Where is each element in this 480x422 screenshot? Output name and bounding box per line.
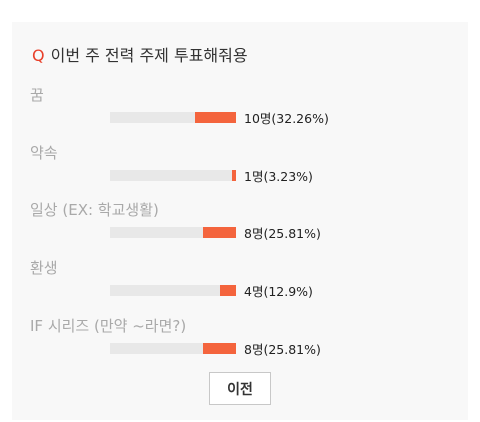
result-bar-fill — [219, 285, 236, 296]
result-bar-track — [110, 343, 236, 354]
result-bar-track — [110, 112, 236, 123]
result-bar-track — [110, 227, 236, 238]
option-label: IF 시리즈 (만약 ~라면?) — [30, 317, 187, 335]
result-bar-fill — [195, 112, 236, 123]
option-label: 약속 — [30, 144, 58, 162]
question-text: 이번 주 전력 주제 투표해줘용 — [50, 46, 248, 65]
result-text: 1명(3.23%) — [244, 169, 313, 184]
result-bar-track — [110, 285, 236, 296]
result-text: 4명(12.9%) — [244, 284, 313, 299]
result-text: 10명(32.26%) — [244, 111, 329, 126]
poll-option-reincarnation: 환생 4명(12.9%) — [30, 257, 450, 307]
result-bar-track — [110, 170, 236, 181]
option-label: 환생 — [30, 259, 58, 277]
result-bar-fill — [231, 170, 236, 181]
option-label: 일상 (EX: 학교생활) — [30, 201, 159, 219]
poll-option-promise: 약속 1명(3.23%) — [30, 142, 450, 192]
question-mark-label: Q — [32, 46, 45, 65]
result-text: 8명(25.81%) — [244, 226, 321, 241]
poll-option-daily-life: 일상 (EX: 학교생활) 8명(25.81%) — [30, 199, 450, 249]
poll-option-if-series: IF 시리즈 (만약 ~라면?) 8명(25.81%) — [30, 315, 450, 365]
poll-card: Q 이번 주 전력 주제 투표해줘용 꿈 10명(32.26%) 약속 1명(3.… — [12, 22, 468, 420]
option-label: 꿈 — [30, 86, 44, 104]
result-bar-fill — [203, 227, 236, 238]
poll-option-dream: 꿈 10명(32.26%) — [30, 84, 450, 134]
result-text: 8명(25.81%) — [244, 342, 321, 357]
prev-button[interactable]: 이전 — [209, 372, 271, 405]
poll-question: Q 이번 주 전력 주제 투표해줘용 — [32, 42, 248, 66]
result-bar-fill — [203, 343, 236, 354]
